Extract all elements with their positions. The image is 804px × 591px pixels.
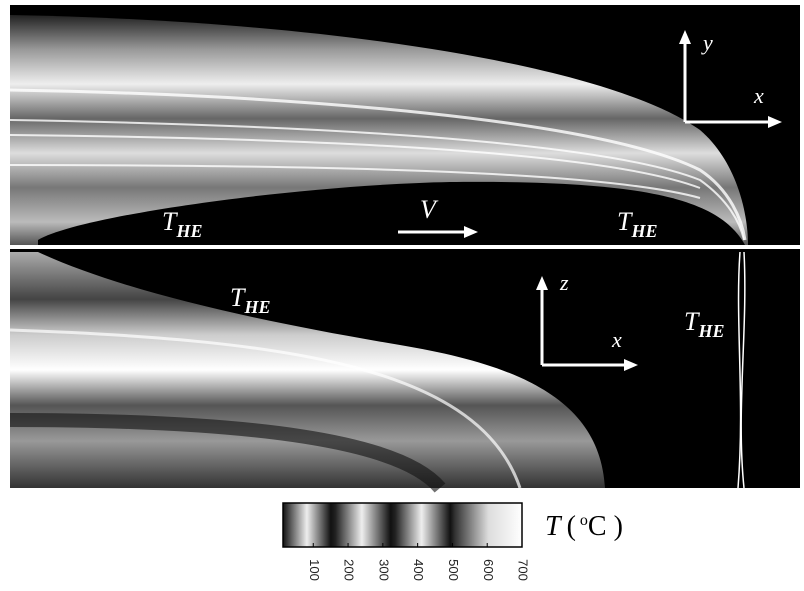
axis-label: z — [559, 270, 569, 295]
colorbar-tick-label: 300 — [376, 559, 391, 581]
divider — [0, 245, 804, 249]
axis-label: x — [753, 83, 764, 108]
colorbar-unit: ( — [567, 511, 576, 542]
colorbar-tick-label: 100 — [307, 559, 322, 581]
annotation-sub: HE — [175, 221, 202, 241]
colorbar-tick-label: 200 — [342, 559, 357, 581]
colorbar-tick-label: 700 — [516, 559, 531, 581]
colorbar-unit: C ) — [588, 511, 623, 542]
annotation-sub: HE — [630, 221, 657, 241]
colorbar-symbol: T — [545, 511, 563, 542]
colorbar-tick-label: 600 — [481, 559, 496, 581]
colorbar — [283, 503, 522, 547]
colorbar-ticks: 100 200 300 400 500 600 700 — [307, 543, 531, 581]
colorbar-label: T(oC ) — [545, 511, 623, 542]
colorbar-unit-sup: o — [580, 512, 588, 529]
annotation-sub: HE — [243, 297, 270, 317]
colorbar-tick-label: 500 — [446, 559, 461, 581]
colorbar-tick-label: 400 — [411, 559, 426, 581]
annotation-sub: HE — [697, 321, 724, 341]
figure: THE THE THE THE V y x z x T(oC ) 1002003… — [0, 0, 804, 591]
axis-label: x — [611, 327, 622, 352]
axis-label: y — [701, 30, 713, 55]
